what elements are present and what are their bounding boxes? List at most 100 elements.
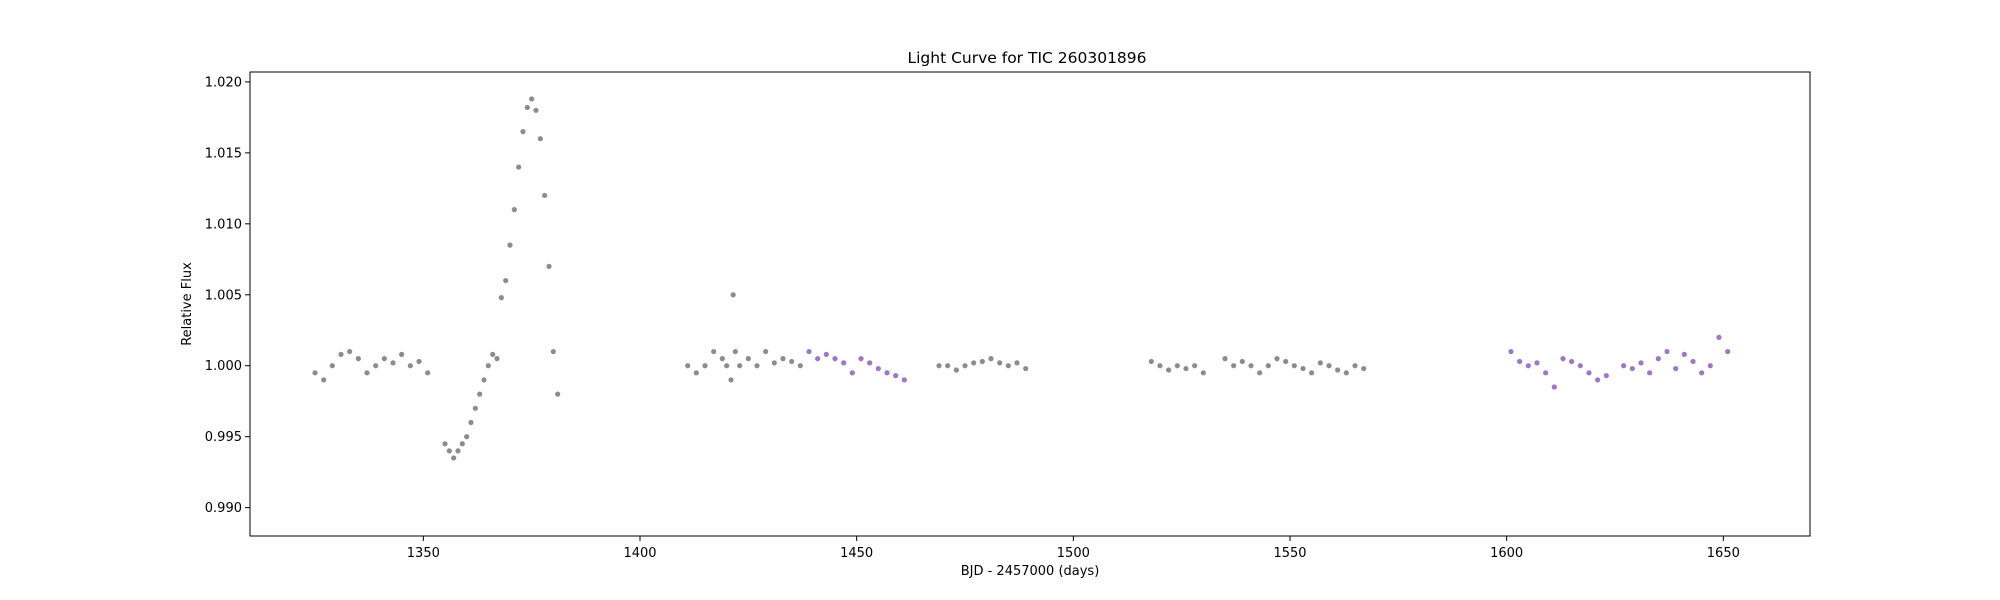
data-point bbox=[329, 363, 335, 369]
data-point bbox=[1681, 351, 1687, 357]
data-point bbox=[1014, 360, 1020, 366]
data-point bbox=[1664, 348, 1670, 355]
data-point bbox=[971, 360, 977, 366]
data-point bbox=[1673, 365, 1679, 372]
data-point bbox=[988, 356, 994, 362]
data-point bbox=[1569, 358, 1575, 365]
x-tick-label: 1350 bbox=[407, 546, 440, 561]
data-point bbox=[979, 358, 985, 365]
data-point bbox=[702, 363, 708, 369]
data-point bbox=[338, 351, 344, 357]
data-point bbox=[849, 370, 855, 376]
data-point bbox=[1707, 363, 1713, 369]
data-point bbox=[1248, 363, 1254, 369]
x-tick-label: 1600 bbox=[1490, 546, 1523, 561]
data-point bbox=[1265, 363, 1271, 369]
chart-title: Light Curve for TIC 260301896 bbox=[907, 49, 1146, 67]
data-point bbox=[1231, 363, 1237, 369]
data-point bbox=[754, 363, 760, 369]
data-point bbox=[459, 441, 465, 447]
data-point bbox=[1300, 365, 1306, 372]
data-point bbox=[464, 434, 470, 440]
data-point bbox=[498, 295, 504, 301]
data-point bbox=[901, 377, 907, 383]
data-point bbox=[763, 348, 769, 355]
data-point bbox=[685, 363, 691, 369]
data-point bbox=[1352, 363, 1358, 369]
data-point bbox=[789, 358, 795, 365]
data-point bbox=[511, 207, 517, 213]
data-point bbox=[1690, 358, 1696, 365]
y-tick-label: 1.015 bbox=[205, 146, 242, 161]
data-point bbox=[1257, 370, 1263, 376]
data-point bbox=[446, 448, 452, 454]
data-point bbox=[724, 363, 730, 369]
data-point bbox=[546, 263, 552, 269]
data-point bbox=[1361, 365, 1367, 372]
data-point bbox=[399, 351, 405, 357]
data-point bbox=[472, 405, 478, 411]
data-point bbox=[719, 356, 725, 362]
data-point bbox=[1716, 334, 1722, 340]
data-point bbox=[321, 377, 327, 383]
data-point bbox=[867, 360, 873, 366]
data-point bbox=[312, 370, 318, 376]
data-point bbox=[1274, 356, 1280, 362]
y-tick-label: 1.020 bbox=[205, 75, 242, 90]
data-point bbox=[542, 192, 548, 199]
data-point bbox=[1335, 367, 1341, 373]
data-point bbox=[1543, 370, 1549, 376]
data-point bbox=[815, 356, 821, 362]
x-tick-label: 1650 bbox=[1707, 546, 1740, 561]
x-tick-label: 1400 bbox=[623, 546, 656, 561]
data-point bbox=[1183, 365, 1189, 372]
data-point bbox=[945, 363, 951, 369]
data-point bbox=[1222, 356, 1228, 362]
data-point bbox=[780, 356, 786, 362]
data-point bbox=[1148, 358, 1154, 365]
data-point bbox=[1699, 370, 1705, 376]
data-point bbox=[1283, 358, 1289, 365]
data-point bbox=[1309, 370, 1315, 376]
data-point bbox=[516, 164, 522, 170]
data-point bbox=[407, 363, 413, 369]
data-point bbox=[477, 391, 483, 397]
data-point bbox=[858, 356, 864, 362]
data-point bbox=[442, 441, 448, 447]
data-point bbox=[1166, 367, 1172, 373]
data-point bbox=[936, 363, 942, 369]
data-point bbox=[1157, 363, 1163, 369]
data-point bbox=[555, 391, 561, 397]
data-point bbox=[524, 104, 530, 111]
data-point bbox=[355, 356, 361, 362]
data-point bbox=[416, 358, 422, 365]
data-point bbox=[832, 356, 838, 362]
y-tick-label: 1.000 bbox=[205, 359, 242, 374]
data-point bbox=[529, 96, 535, 102]
data-point bbox=[893, 373, 899, 379]
data-point bbox=[745, 356, 751, 362]
data-point bbox=[425, 370, 431, 376]
data-point bbox=[730, 292, 736, 298]
data-point bbox=[771, 360, 777, 366]
data-point bbox=[737, 363, 743, 369]
data-point bbox=[1326, 363, 1332, 369]
data-point bbox=[455, 448, 461, 454]
data-point bbox=[711, 348, 717, 355]
data-point bbox=[962, 363, 968, 369]
data-point bbox=[1621, 363, 1627, 369]
y-tick-label: 1.005 bbox=[205, 288, 242, 303]
data-point bbox=[1638, 360, 1644, 366]
data-point bbox=[537, 136, 543, 142]
data-point bbox=[1239, 358, 1245, 365]
data-point bbox=[1005, 363, 1011, 369]
data-point bbox=[481, 377, 487, 383]
data-point bbox=[1200, 370, 1206, 376]
data-point bbox=[507, 242, 513, 248]
data-point bbox=[494, 356, 500, 362]
data-point bbox=[728, 377, 734, 383]
data-point bbox=[381, 356, 387, 362]
data-point bbox=[1725, 348, 1731, 355]
data-point bbox=[390, 360, 396, 366]
data-point bbox=[1534, 360, 1540, 366]
